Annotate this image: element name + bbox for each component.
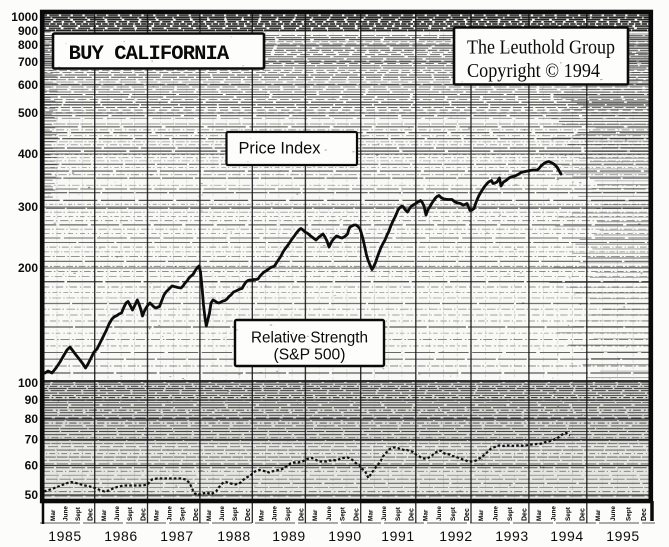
svg-text:1985: 1985	[48, 528, 82, 544]
svg-text:600: 600	[18, 78, 38, 92]
svg-text:900: 900	[18, 24, 38, 38]
svg-text:Dec: Dec	[245, 508, 252, 521]
svg-text:1991: 1991	[381, 528, 415, 544]
svg-text:700: 700	[18, 55, 38, 69]
svg-text:Mar: Mar	[259, 509, 266, 521]
svg-text:June: June	[272, 506, 279, 521]
svg-text:Sept: Sept	[285, 506, 292, 521]
svg-text:1988: 1988	[217, 528, 251, 544]
svg-text:1992: 1992	[439, 528, 473, 544]
svg-text:800: 800	[18, 38, 38, 52]
svg-text:100: 100	[18, 376, 38, 390]
svg-text:50: 50	[25, 488, 39, 502]
svg-text:June: June	[219, 506, 226, 521]
svg-text:Mar: Mar	[101, 509, 108, 521]
svg-text:70: 70	[25, 433, 39, 447]
svg-text:Sept: Sept	[507, 506, 514, 521]
svg-text:Sept: Sept	[626, 506, 633, 521]
svg-text:Mar: Mar	[312, 509, 319, 521]
svg-text:1989: 1989	[272, 528, 306, 544]
svg-text:Dec: Dec	[354, 508, 361, 521]
svg-text:1995: 1995	[606, 528, 640, 544]
svg-text:Relative Strength: Relative Strength	[251, 330, 368, 347]
svg-text:Dec: Dec	[522, 508, 529, 521]
svg-text:Mar: Mar	[536, 509, 543, 521]
svg-text:1987: 1987	[160, 528, 194, 544]
svg-text:Dec: Dec	[580, 508, 587, 521]
svg-text:1993: 1993	[495, 528, 529, 544]
svg-text:1994: 1994	[550, 528, 584, 544]
svg-text:Price Index: Price Index	[239, 140, 322, 158]
svg-text:Dec: Dec	[464, 508, 471, 521]
svg-text:June: June	[63, 506, 70, 521]
svg-text:June: June	[551, 506, 558, 521]
svg-text:300: 300	[18, 200, 38, 214]
svg-text:Mar: Mar	[206, 509, 213, 521]
svg-text:June: June	[114, 506, 121, 521]
svg-text:1000: 1000	[11, 10, 38, 24]
svg-text:June: June	[436, 506, 443, 521]
svg-text:Dec: Dec	[140, 508, 147, 521]
svg-text:June: June	[326, 506, 333, 521]
svg-text:Mar: Mar	[50, 509, 57, 521]
svg-text:500: 500	[18, 106, 38, 120]
svg-text:Dec: Dec	[88, 508, 95, 521]
svg-text:June: June	[167, 506, 174, 521]
svg-text:1990: 1990	[328, 528, 362, 544]
svg-text:June: June	[381, 506, 388, 521]
svg-text:60: 60	[25, 459, 39, 473]
svg-text:Copyright © 1994: Copyright © 1994	[467, 61, 600, 82]
svg-text:June: June	[493, 506, 500, 521]
svg-text:Mar: Mar	[422, 509, 429, 521]
svg-text:BUY CALIFORNIA: BUY CALIFORNIA	[69, 43, 230, 66]
svg-text:Dec: Dec	[298, 508, 305, 521]
svg-text:(S&P 500): (S&P 500)	[274, 347, 346, 364]
svg-text:Dec: Dec	[409, 508, 416, 521]
svg-text:200: 200	[18, 261, 38, 275]
svg-text:400: 400	[18, 147, 38, 161]
svg-text:The Leuthold Group: The Leuthold Group	[467, 38, 615, 59]
svg-text:Dec: Dec	[641, 508, 648, 521]
svg-text:Sept: Sept	[232, 506, 239, 521]
svg-text:Dec: Dec	[193, 508, 200, 521]
svg-text:Mar: Mar	[367, 509, 374, 521]
svg-text:Sept: Sept	[340, 506, 347, 521]
svg-text:1986: 1986	[104, 528, 138, 544]
svg-text:Sept: Sept	[75, 506, 82, 521]
svg-text:90: 90	[25, 393, 39, 407]
svg-text:Mar: Mar	[478, 509, 485, 521]
svg-text:Mar: Mar	[595, 509, 602, 521]
svg-text:Sept: Sept	[395, 506, 402, 521]
svg-text:Mar: Mar	[154, 509, 161, 521]
svg-text:Sept: Sept	[180, 506, 187, 521]
svg-text:80: 80	[25, 412, 39, 426]
svg-text:June: June	[610, 506, 617, 521]
svg-text:Sept: Sept	[565, 506, 572, 521]
svg-text:Sept: Sept	[450, 506, 457, 521]
svg-text:Sept: Sept	[127, 506, 134, 521]
